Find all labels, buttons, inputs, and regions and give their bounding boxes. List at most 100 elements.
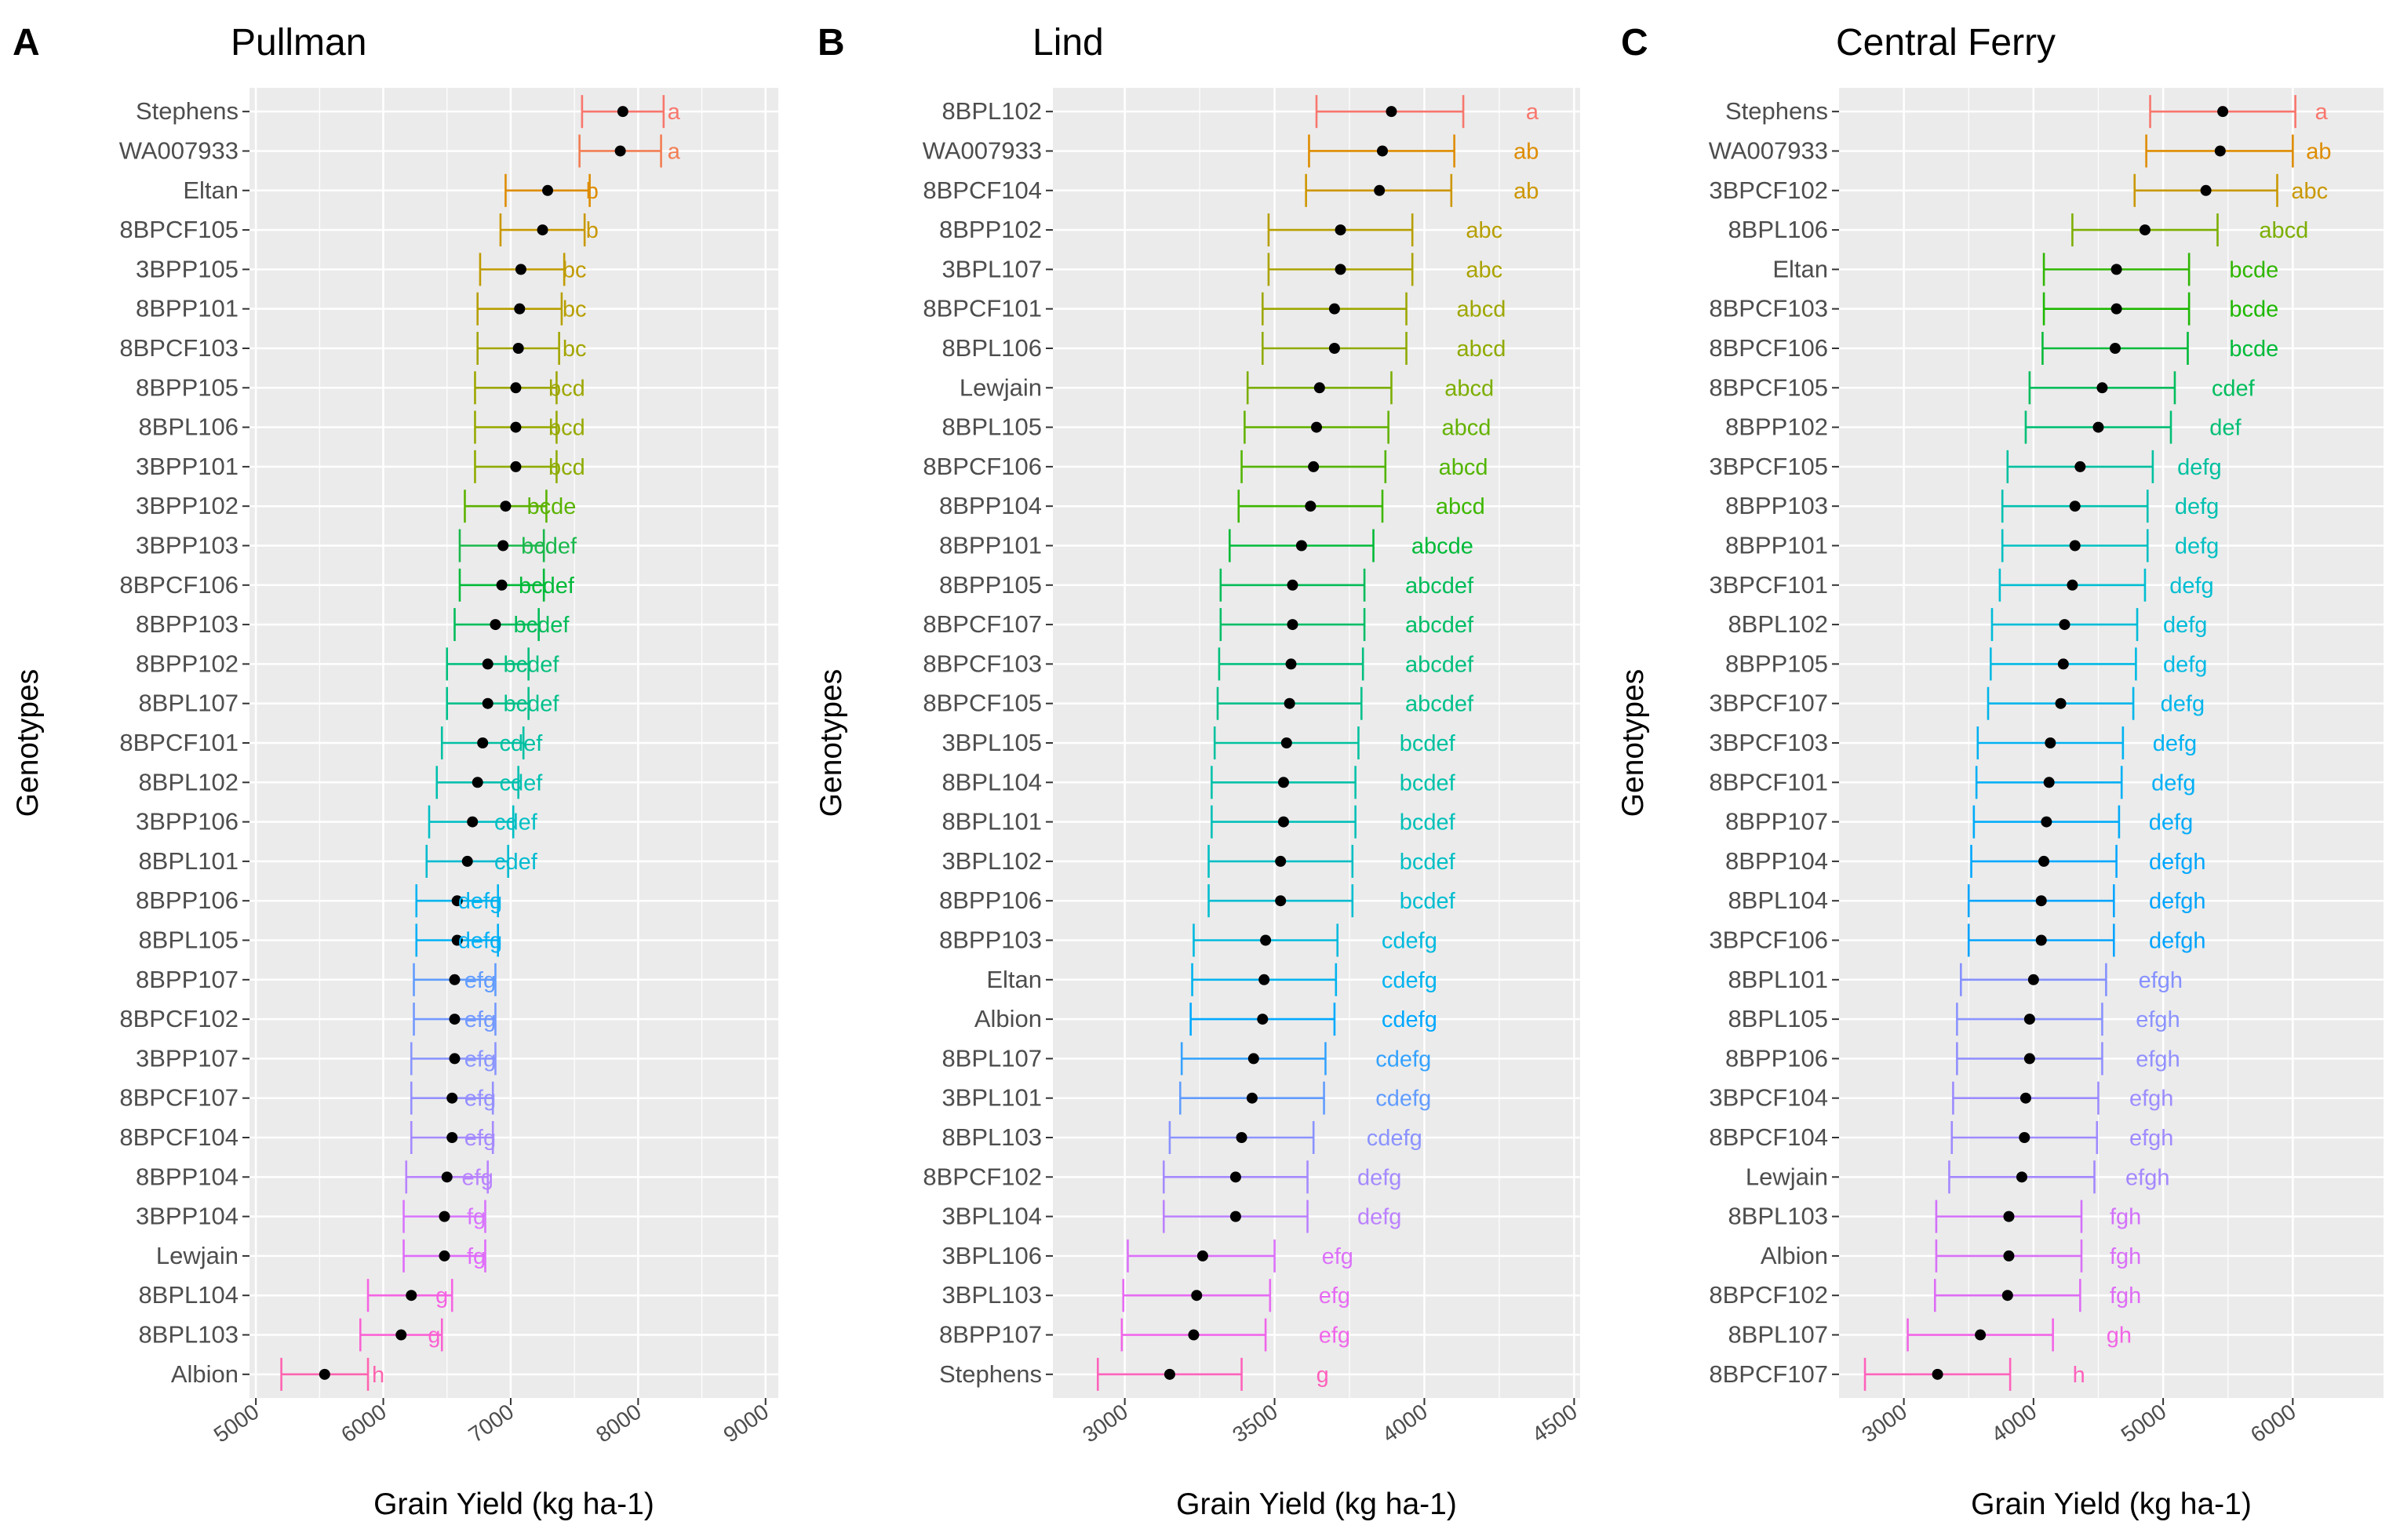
significance-letter: bcde <box>2229 297 2278 322</box>
significance-letter: efg <box>1319 1323 1350 1349</box>
genotype-label: 8BPCF105 <box>119 216 239 243</box>
genotype-label: 8BPL103 <box>941 1123 1042 1151</box>
mean-point <box>2038 855 2050 867</box>
significance-letter: defg <box>2169 573 2213 599</box>
significance-letter: abcd <box>1457 297 1506 322</box>
genotype-label: 3BPCF105 <box>1709 453 1828 480</box>
genotype-label: WA007933 <box>1709 137 1828 164</box>
genotype-label: 3BPL105 <box>941 729 1042 756</box>
significance-letter: abcd <box>2259 218 2308 243</box>
significance-letter: defg <box>2151 770 2195 795</box>
significance-letter: a <box>668 100 681 125</box>
mean-point <box>2016 1171 2027 1183</box>
genotype-label: 8BPCF101 <box>1709 768 1828 795</box>
significance-letter: defg <box>2163 613 2207 638</box>
genotype-label: 8BPCF104 <box>1709 1123 1828 1151</box>
significance-letter: efgh <box>2136 1007 2180 1032</box>
mean-point <box>2110 264 2122 275</box>
significance-letter: cdef <box>500 731 544 756</box>
significance-letter: cdefg <box>1367 1126 1422 1151</box>
mean-point <box>617 106 628 118</box>
genotype-label: 3BPP107 <box>136 1044 239 1072</box>
genotype-label: 8BPL101 <box>138 847 239 875</box>
mean-point <box>1260 934 1272 946</box>
genotype-label: 8BPL105 <box>941 413 1042 441</box>
mean-point <box>446 1132 458 1144</box>
genotype-label: 8BPL103 <box>1728 1203 1828 1230</box>
genotype-label: 3BPL101 <box>941 1084 1042 1112</box>
significance-letter: ab <box>1513 179 1539 204</box>
mean-point <box>449 1053 461 1065</box>
chart-panel-a: 5000 6000 7000 8000 9000 Stephens WA007933 Elta… <box>11 22 778 1521</box>
genotype-label: 8BPL106 <box>941 334 1042 362</box>
genotype-label: 3BPCF106 <box>1709 927 1828 954</box>
mean-point <box>2035 934 2047 946</box>
genotype-label: 8BPCF103 <box>923 650 1042 677</box>
significance-letter: efg <box>1322 1244 1353 1269</box>
significance-letter: h <box>2073 1363 2085 1388</box>
significance-letter: defg <box>1357 1205 1401 1230</box>
genotype-label: WA007933 <box>923 137 1042 164</box>
significance-letter: a <box>2315 100 2329 125</box>
mean-point <box>2059 619 2070 631</box>
genotype-label: 8BPP107 <box>136 966 239 993</box>
mean-point <box>395 1329 407 1341</box>
mean-point <box>1278 777 1289 788</box>
genotype-label: 8BPCF106 <box>1709 334 1828 362</box>
genotype-label: 8BPL105 <box>138 927 239 954</box>
mean-point <box>2214 145 2226 157</box>
genotype-label: 8BPP107 <box>1725 808 1828 836</box>
mean-point <box>510 461 522 472</box>
genotype-label: Albion <box>1761 1242 1828 1269</box>
genotype-label: 8BPCF105 <box>1709 373 1828 401</box>
significance-letter: defgh <box>2149 929 2206 954</box>
mean-point <box>451 895 463 907</box>
significance-letter: bcde <box>526 494 576 519</box>
genotype-label: 8BPL104 <box>138 1281 239 1309</box>
mean-point <box>449 1014 461 1025</box>
significance-letter: def <box>2209 416 2242 441</box>
mean-point <box>1275 855 1287 867</box>
genotype-label: 8BPL102 <box>941 97 1042 125</box>
genotype-label: 8BPL105 <box>1728 1005 1828 1032</box>
genotype-label: 8BPP106 <box>939 887 1042 914</box>
genotype-label: 8BPL102 <box>138 768 239 795</box>
significance-letter: fgh <box>2110 1244 2141 1269</box>
x-axis-title: Grain Yield (kg ha-1) <box>373 1487 654 1521</box>
significance-letter: efg <box>1319 1283 1350 1309</box>
mean-point <box>1313 382 1325 394</box>
genotype-label: 8BPCF107 <box>119 1084 239 1112</box>
significance-letter: cdefg <box>1382 1007 1437 1032</box>
significance-letter: bcd <box>548 455 585 480</box>
significance-letter: fg <box>467 1205 486 1230</box>
mean-point <box>482 658 493 670</box>
significance-letter: efg <box>464 968 496 993</box>
mean-point <box>482 697 493 709</box>
genotype-label: 3BPCF103 <box>1709 729 1828 756</box>
genotype-label: 8BPL106 <box>1728 216 1828 243</box>
significance-letter: defg <box>2161 692 2205 717</box>
mean-point <box>1335 224 1346 236</box>
genotype-label: 8BPP104 <box>1725 847 1828 875</box>
genotype-label: 8BPP103 <box>939 927 1042 954</box>
significance-letter: cdefg <box>1375 1087 1431 1112</box>
mean-point <box>1246 1092 1258 1104</box>
significance-letter: bcd <box>548 416 585 441</box>
mean-point <box>1196 1250 1208 1261</box>
mean-point <box>2069 540 2081 552</box>
x-tick-label: 5000 <box>209 1400 264 1447</box>
genotype-label: 8BPP106 <box>1725 1044 1828 1072</box>
mean-point <box>1328 342 1340 354</box>
mean-point <box>1305 501 1317 512</box>
mean-point <box>497 540 509 552</box>
mean-point <box>2023 1014 2035 1025</box>
mean-point <box>1280 737 1292 748</box>
mean-point <box>2045 737 2056 748</box>
mean-point <box>537 224 548 236</box>
mean-point <box>472 777 483 788</box>
genotype-label: 8BPL106 <box>138 413 239 441</box>
significance-letter: cdefg <box>1375 1047 1431 1072</box>
mean-point <box>542 184 554 196</box>
genotype-label: 8BPCF101 <box>119 729 239 756</box>
